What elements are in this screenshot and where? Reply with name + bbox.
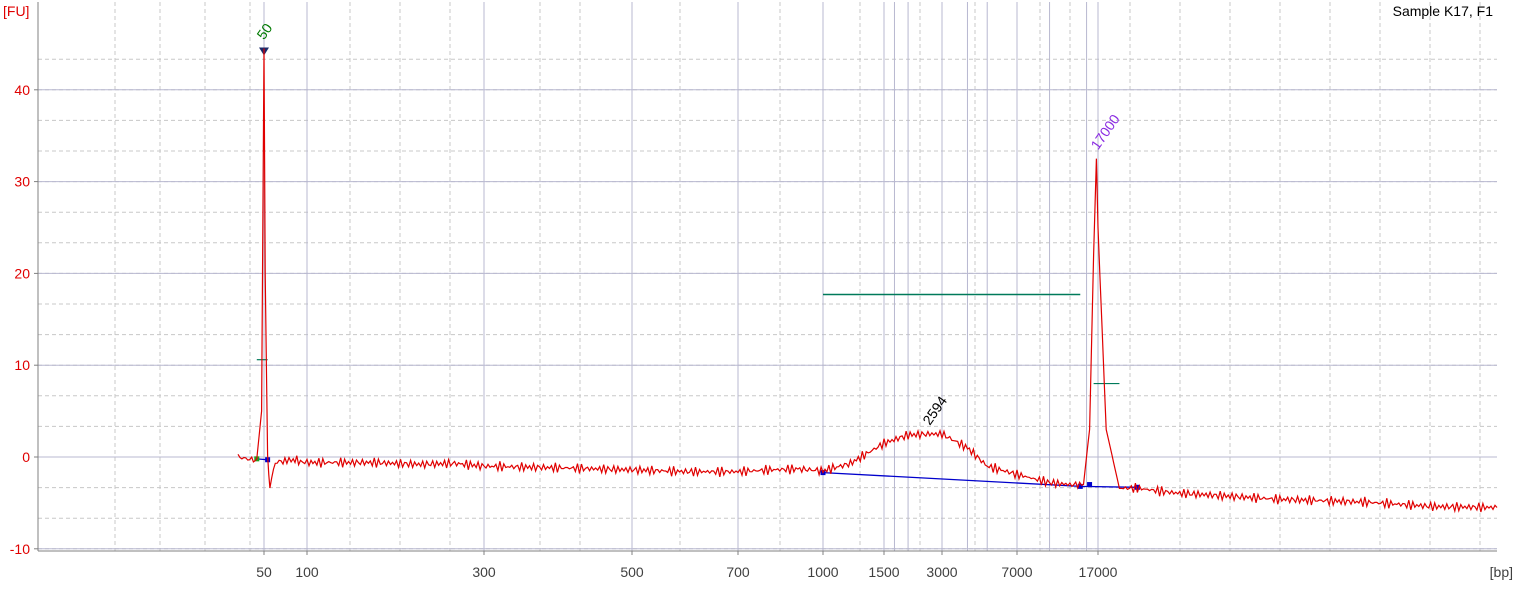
x-tick-label: 7000 <box>1001 564 1032 580</box>
labels: Sample K17, F1 [FU] [bp] <box>3 3 1513 580</box>
grid <box>38 2 1497 551</box>
x-tick-label: 50 <box>256 564 272 580</box>
y-tick-label: 0 <box>22 449 30 465</box>
chart-title: Sample K17, F1 <box>1393 3 1494 19</box>
x-tick-label: 700 <box>726 564 750 580</box>
signal-trace <box>237 48 1498 514</box>
baseline-point <box>1134 484 1140 490</box>
y-tick-label: 10 <box>14 357 30 373</box>
axes: -10 0 10 20 30 40 50 100 300 500 700 1000 1500 3000 70… <box>10 2 1497 580</box>
trace-layer <box>237 48 1498 514</box>
y-tick-label: 30 <box>14 174 30 190</box>
x-tick-label: 500 <box>620 564 644 580</box>
peak-label: 2594 <box>919 393 950 428</box>
baseline-point <box>1087 482 1093 488</box>
peak-label: 17000 <box>1087 111 1123 152</box>
x-tick-label: 100 <box>295 564 319 580</box>
x-tick-label: 300 <box>472 564 496 580</box>
overlays: 50 2594 17000 <box>253 20 1140 490</box>
y-tick-label: 20 <box>14 265 30 281</box>
y-axis-label: [FU] <box>3 3 29 19</box>
baseline-point <box>1077 483 1083 489</box>
x-tick-label: 17000 <box>1079 564 1118 580</box>
y-tick-label: 40 <box>14 82 30 98</box>
y-tick-label: -10 <box>10 541 30 557</box>
peak-label: 50 <box>253 20 275 42</box>
x-tick-label: 3000 <box>926 564 957 580</box>
x-tick-label: 1000 <box>807 564 838 580</box>
x-axis-label: [bp] <box>1490 564 1513 580</box>
x-tick-label: 1500 <box>868 564 899 580</box>
